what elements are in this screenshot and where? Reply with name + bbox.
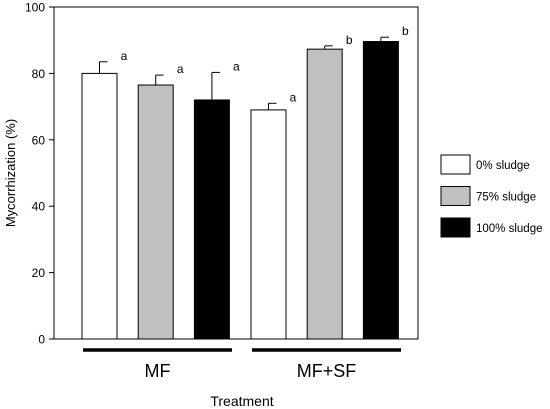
- y-tick-label: 20: [32, 266, 46, 280]
- bar: [193, 99, 230, 340]
- y-axis-label: Mycorrhization (%): [3, 119, 18, 227]
- y-tick-label: 0: [38, 333, 45, 347]
- significance-letter: a: [177, 62, 184, 76]
- legend: 0% sludge 75% sludge 100% sludge: [440, 154, 543, 238]
- bar: [250, 109, 287, 340]
- y-tick-label: 40: [32, 200, 46, 214]
- legend-swatch: [440, 186, 471, 206]
- bar: [81, 72, 118, 340]
- significance-letter: a: [233, 59, 240, 73]
- group-labels: MF MF+SF: [83, 348, 401, 381]
- plot-frame: [53, 6, 419, 340]
- significance-letter: a: [290, 90, 297, 104]
- y-tick-label: 100: [25, 1, 45, 15]
- bar: [362, 41, 399, 340]
- legend-label: 100% sludge: [476, 223, 543, 235]
- legend-swatch: [440, 154, 471, 175]
- significance-letter: b: [402, 24, 409, 38]
- significance-letter: b: [346, 33, 353, 47]
- bar: [306, 48, 343, 340]
- significance-letter: a: [121, 49, 128, 63]
- legend-swatch: [440, 217, 471, 238]
- x-axis-label: Treatment: [210, 393, 273, 409]
- bars-group: a a a b a b: [81, 24, 409, 340]
- group-label: MF+SF: [297, 361, 357, 381]
- legend-label: 75% sludge: [476, 192, 536, 204]
- group-label: MF: [145, 361, 171, 381]
- y-tick-label: 80: [32, 67, 46, 81]
- axes-group: 0 20 40 60 80 100: [25, 1, 419, 347]
- legend-label: 0% sludge: [476, 160, 530, 172]
- bar: [137, 84, 174, 340]
- y-tick-label: 60: [32, 133, 46, 147]
